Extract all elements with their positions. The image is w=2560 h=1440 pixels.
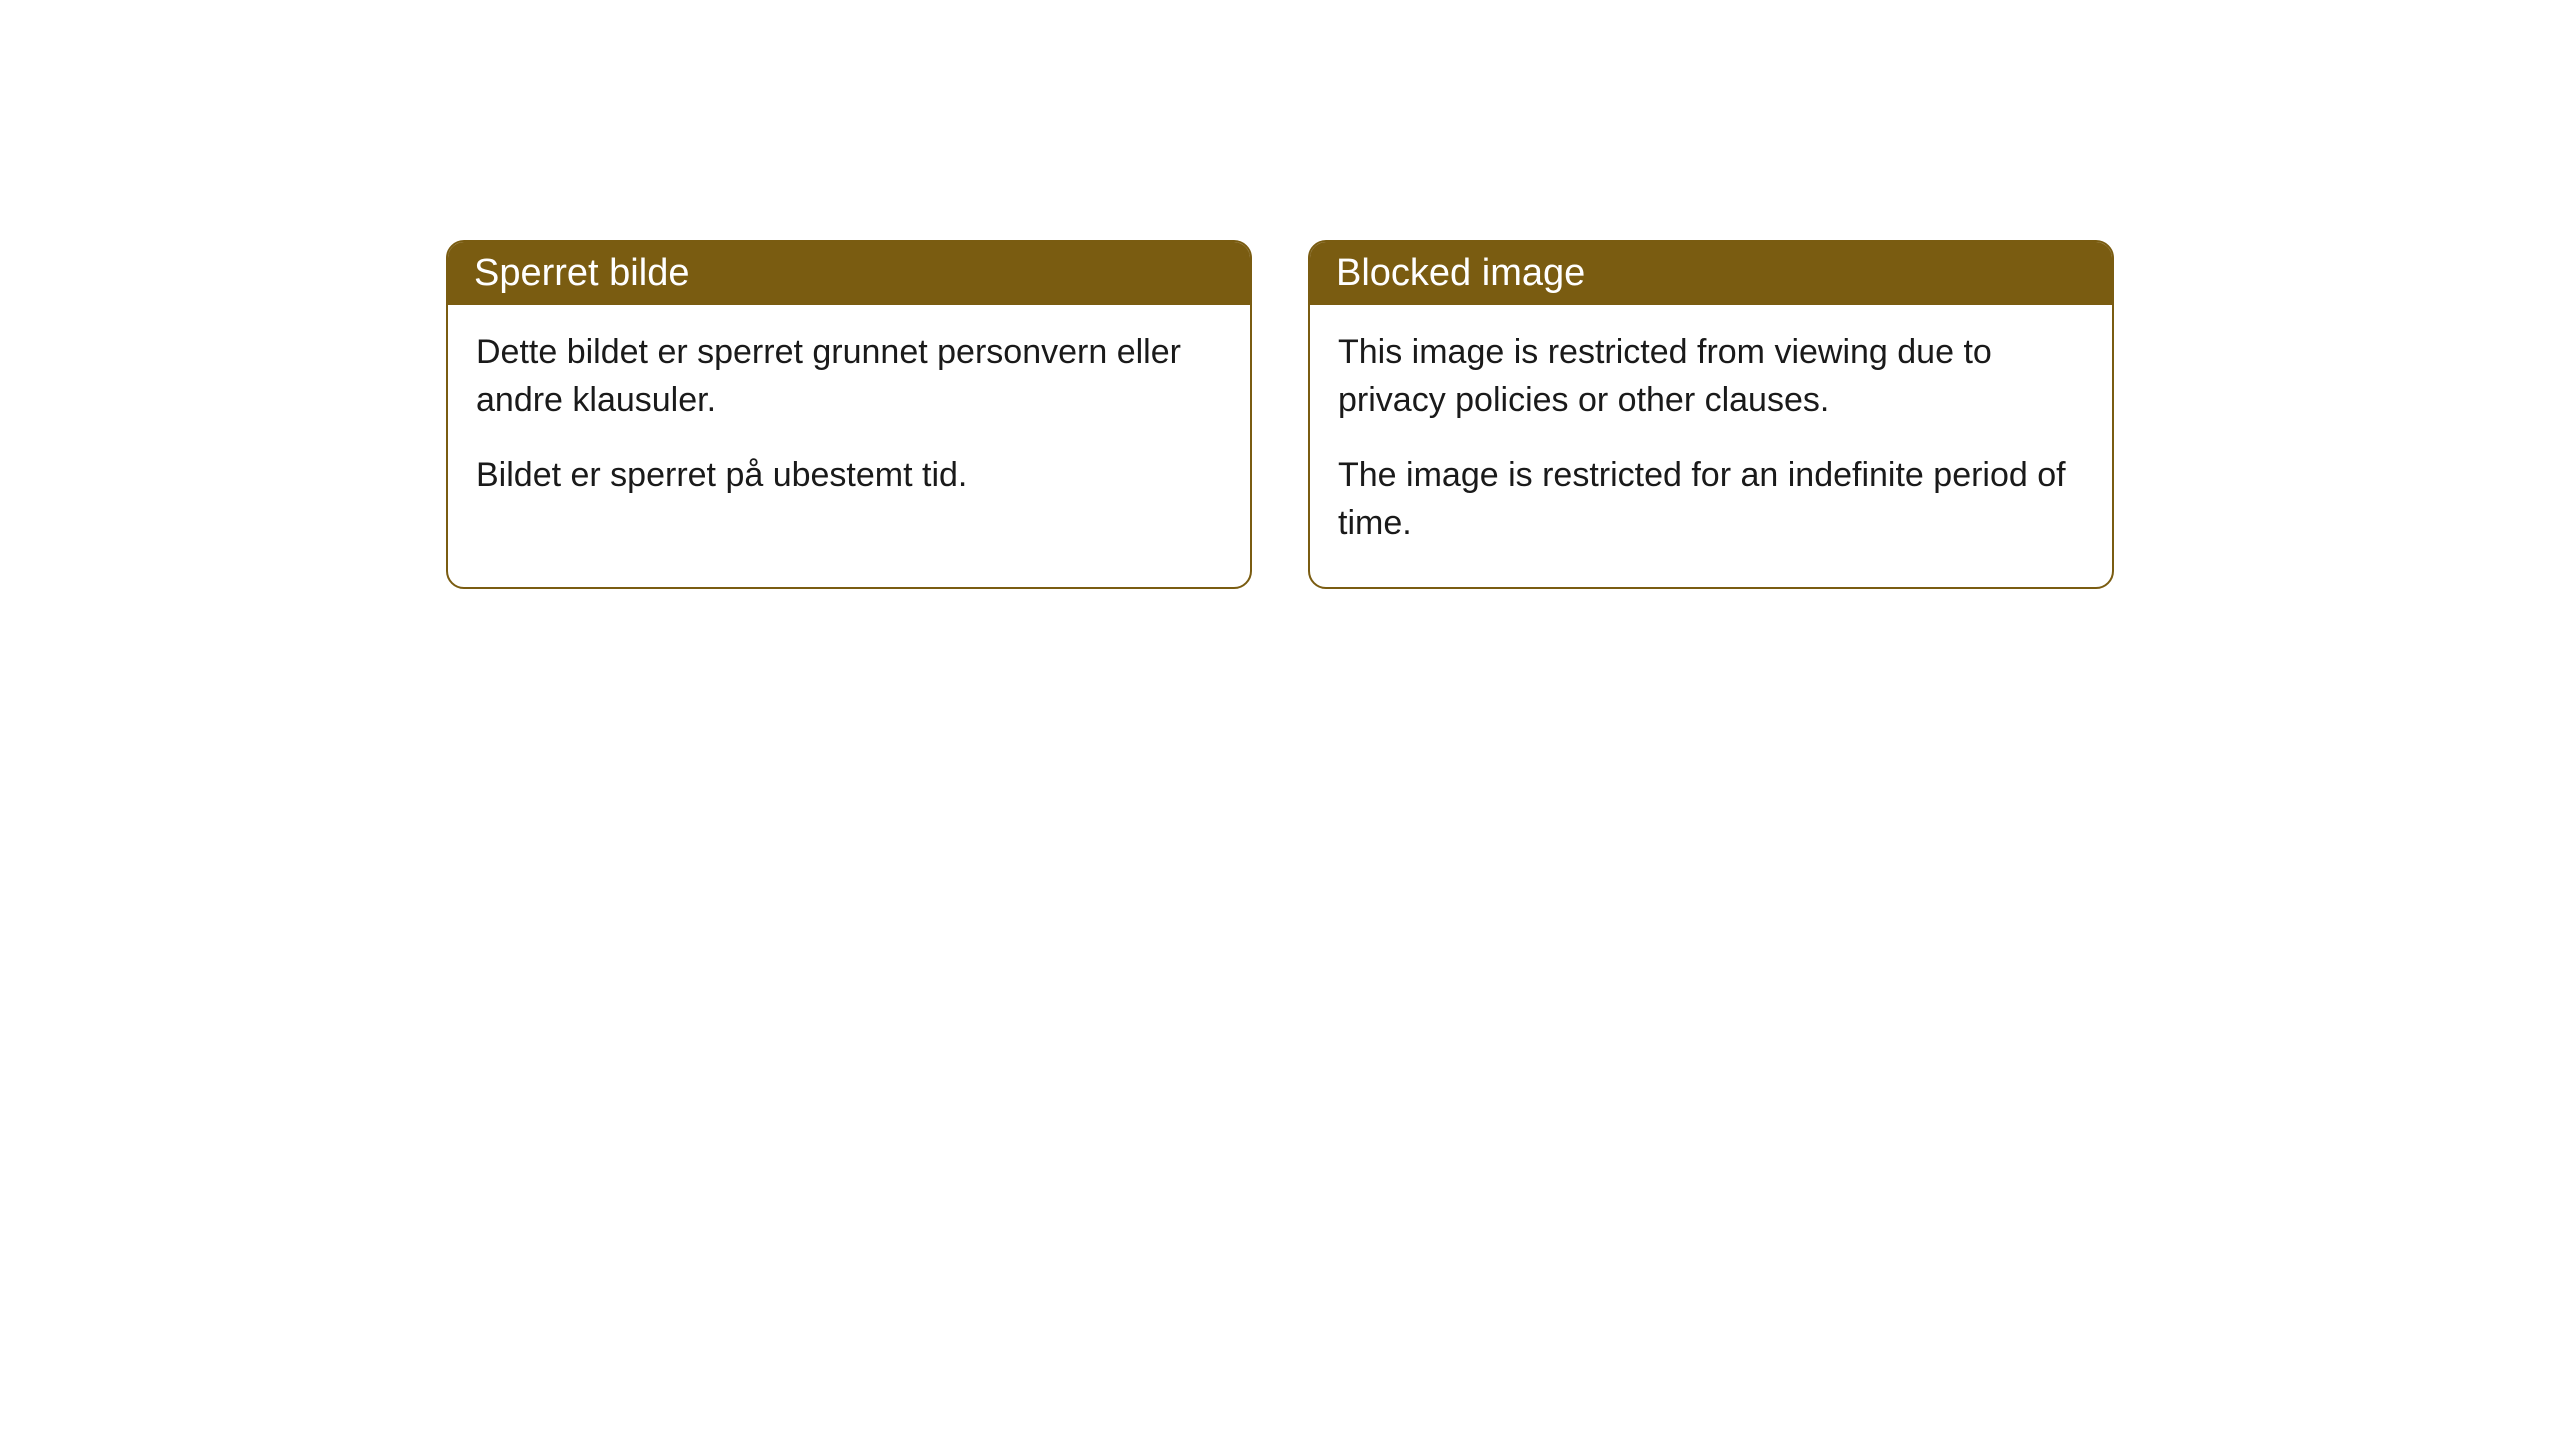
card-paragraph-1-en: This image is restricted from viewing du… — [1338, 329, 2084, 424]
card-paragraph-2-en: The image is restricted for an indefinit… — [1338, 452, 2084, 547]
blocked-image-card-no: Sperret bilde Dette bildet er sperret gr… — [446, 240, 1252, 589]
card-paragraph-2-no: Bildet er sperret på ubestemt tid. — [476, 452, 1222, 500]
card-header-no: Sperret bilde — [448, 242, 1250, 305]
card-body-en: This image is restricted from viewing du… — [1310, 305, 2112, 587]
card-header-en: Blocked image — [1310, 242, 2112, 305]
blocked-image-card-en: Blocked image This image is restricted f… — [1308, 240, 2114, 589]
notice-container: Sperret bilde Dette bildet er sperret gr… — [0, 240, 2560, 589]
card-paragraph-1-no: Dette bildet er sperret grunnet personve… — [476, 329, 1222, 424]
card-body-no: Dette bildet er sperret grunnet personve… — [448, 305, 1250, 540]
